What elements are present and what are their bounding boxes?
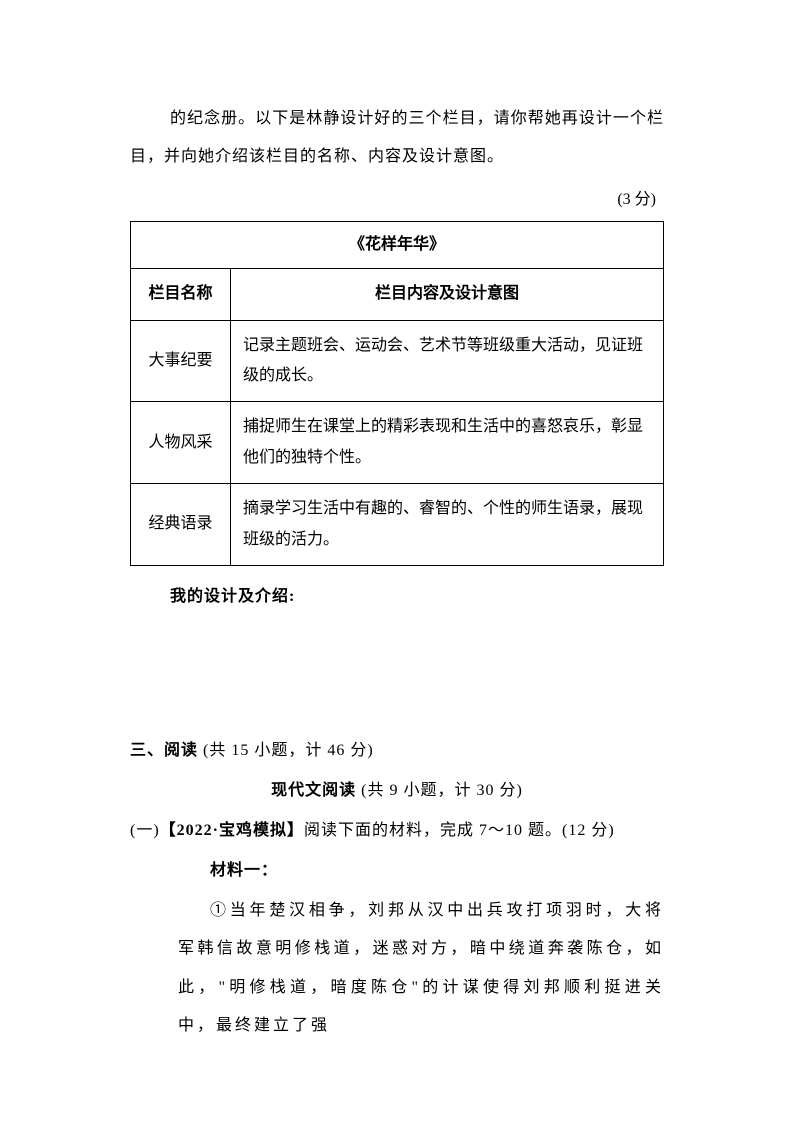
- section-three-title: 三、阅读: [130, 742, 198, 759]
- points-label: (3 分): [130, 185, 664, 209]
- row-name: 人物风采: [131, 402, 231, 484]
- modern-reading-title: 现代文阅读: [271, 782, 356, 799]
- passage-text: ①当年楚汉相争，刘邦从汉中出兵攻打项羽时，大将军韩信故意明修栈道，迷惑对方，暗中…: [130, 892, 664, 1046]
- table-row: 大事纪要 记录主题班会、运动会、艺术节等班级重大活动，见证班级的成长。: [131, 320, 664, 402]
- columns-table: 《花样年华》 栏目名称 栏目内容及设计意图 大事纪要 记录主题班会、运动会、艺术…: [130, 221, 664, 566]
- material-one-label: 材料一：: [130, 856, 664, 880]
- subsection-text: 阅读下面的材料，完成 7～10 题。(12 分): [304, 822, 615, 839]
- modern-reading: 现代文阅读 (共 9 小题，计 30 分): [130, 776, 664, 800]
- modern-reading-info: (共 9 小题，计 30 分): [356, 782, 523, 799]
- row-content: 记录主题班会、运动会、艺术节等班级重大活动，见证班级的成长。: [231, 320, 664, 402]
- my-design-label: 我的设计及介绍:: [130, 582, 664, 606]
- row-content: 摘录学习生活中有趣的、睿智的、个性的师生语录，展现班级的活力。: [231, 484, 664, 566]
- table-title: 《花样年华》: [131, 221, 664, 268]
- subsection-prefix: (一): [130, 822, 160, 839]
- table-row: 经典语录 摘录学习生活中有趣的、睿智的、个性的师生语录，展现班级的活力。: [131, 484, 664, 566]
- row-name: 大事纪要: [131, 320, 231, 402]
- column-header-name: 栏目名称: [131, 269, 231, 320]
- section-three: 三、阅读 (共 15 小题，计 46 分): [130, 736, 664, 760]
- row-name: 经典语录: [131, 484, 231, 566]
- intro-text: 的纪念册。以下是林静设计好的三个栏目，请你帮她再设计一个栏目，并向她介绍该栏目的…: [130, 100, 664, 177]
- column-header-content: 栏目内容及设计意图: [231, 269, 664, 320]
- table-row: 人物风采 捕捉师生在课堂上的精彩表现和生活中的喜怒哀乐，彰显他们的独特个性。: [131, 402, 664, 484]
- subsection-tag: 【2022·宝鸡模拟】: [160, 822, 304, 839]
- section-three-info: (共 15 小题，计 46 分): [198, 742, 374, 759]
- subsection-one: (一)【2022·宝鸡模拟】阅读下面的材料，完成 7～10 题。(12 分): [130, 816, 664, 840]
- row-content: 捕捉师生在课堂上的精彩表现和生活中的喜怒哀乐，彰显他们的独特个性。: [231, 402, 664, 484]
